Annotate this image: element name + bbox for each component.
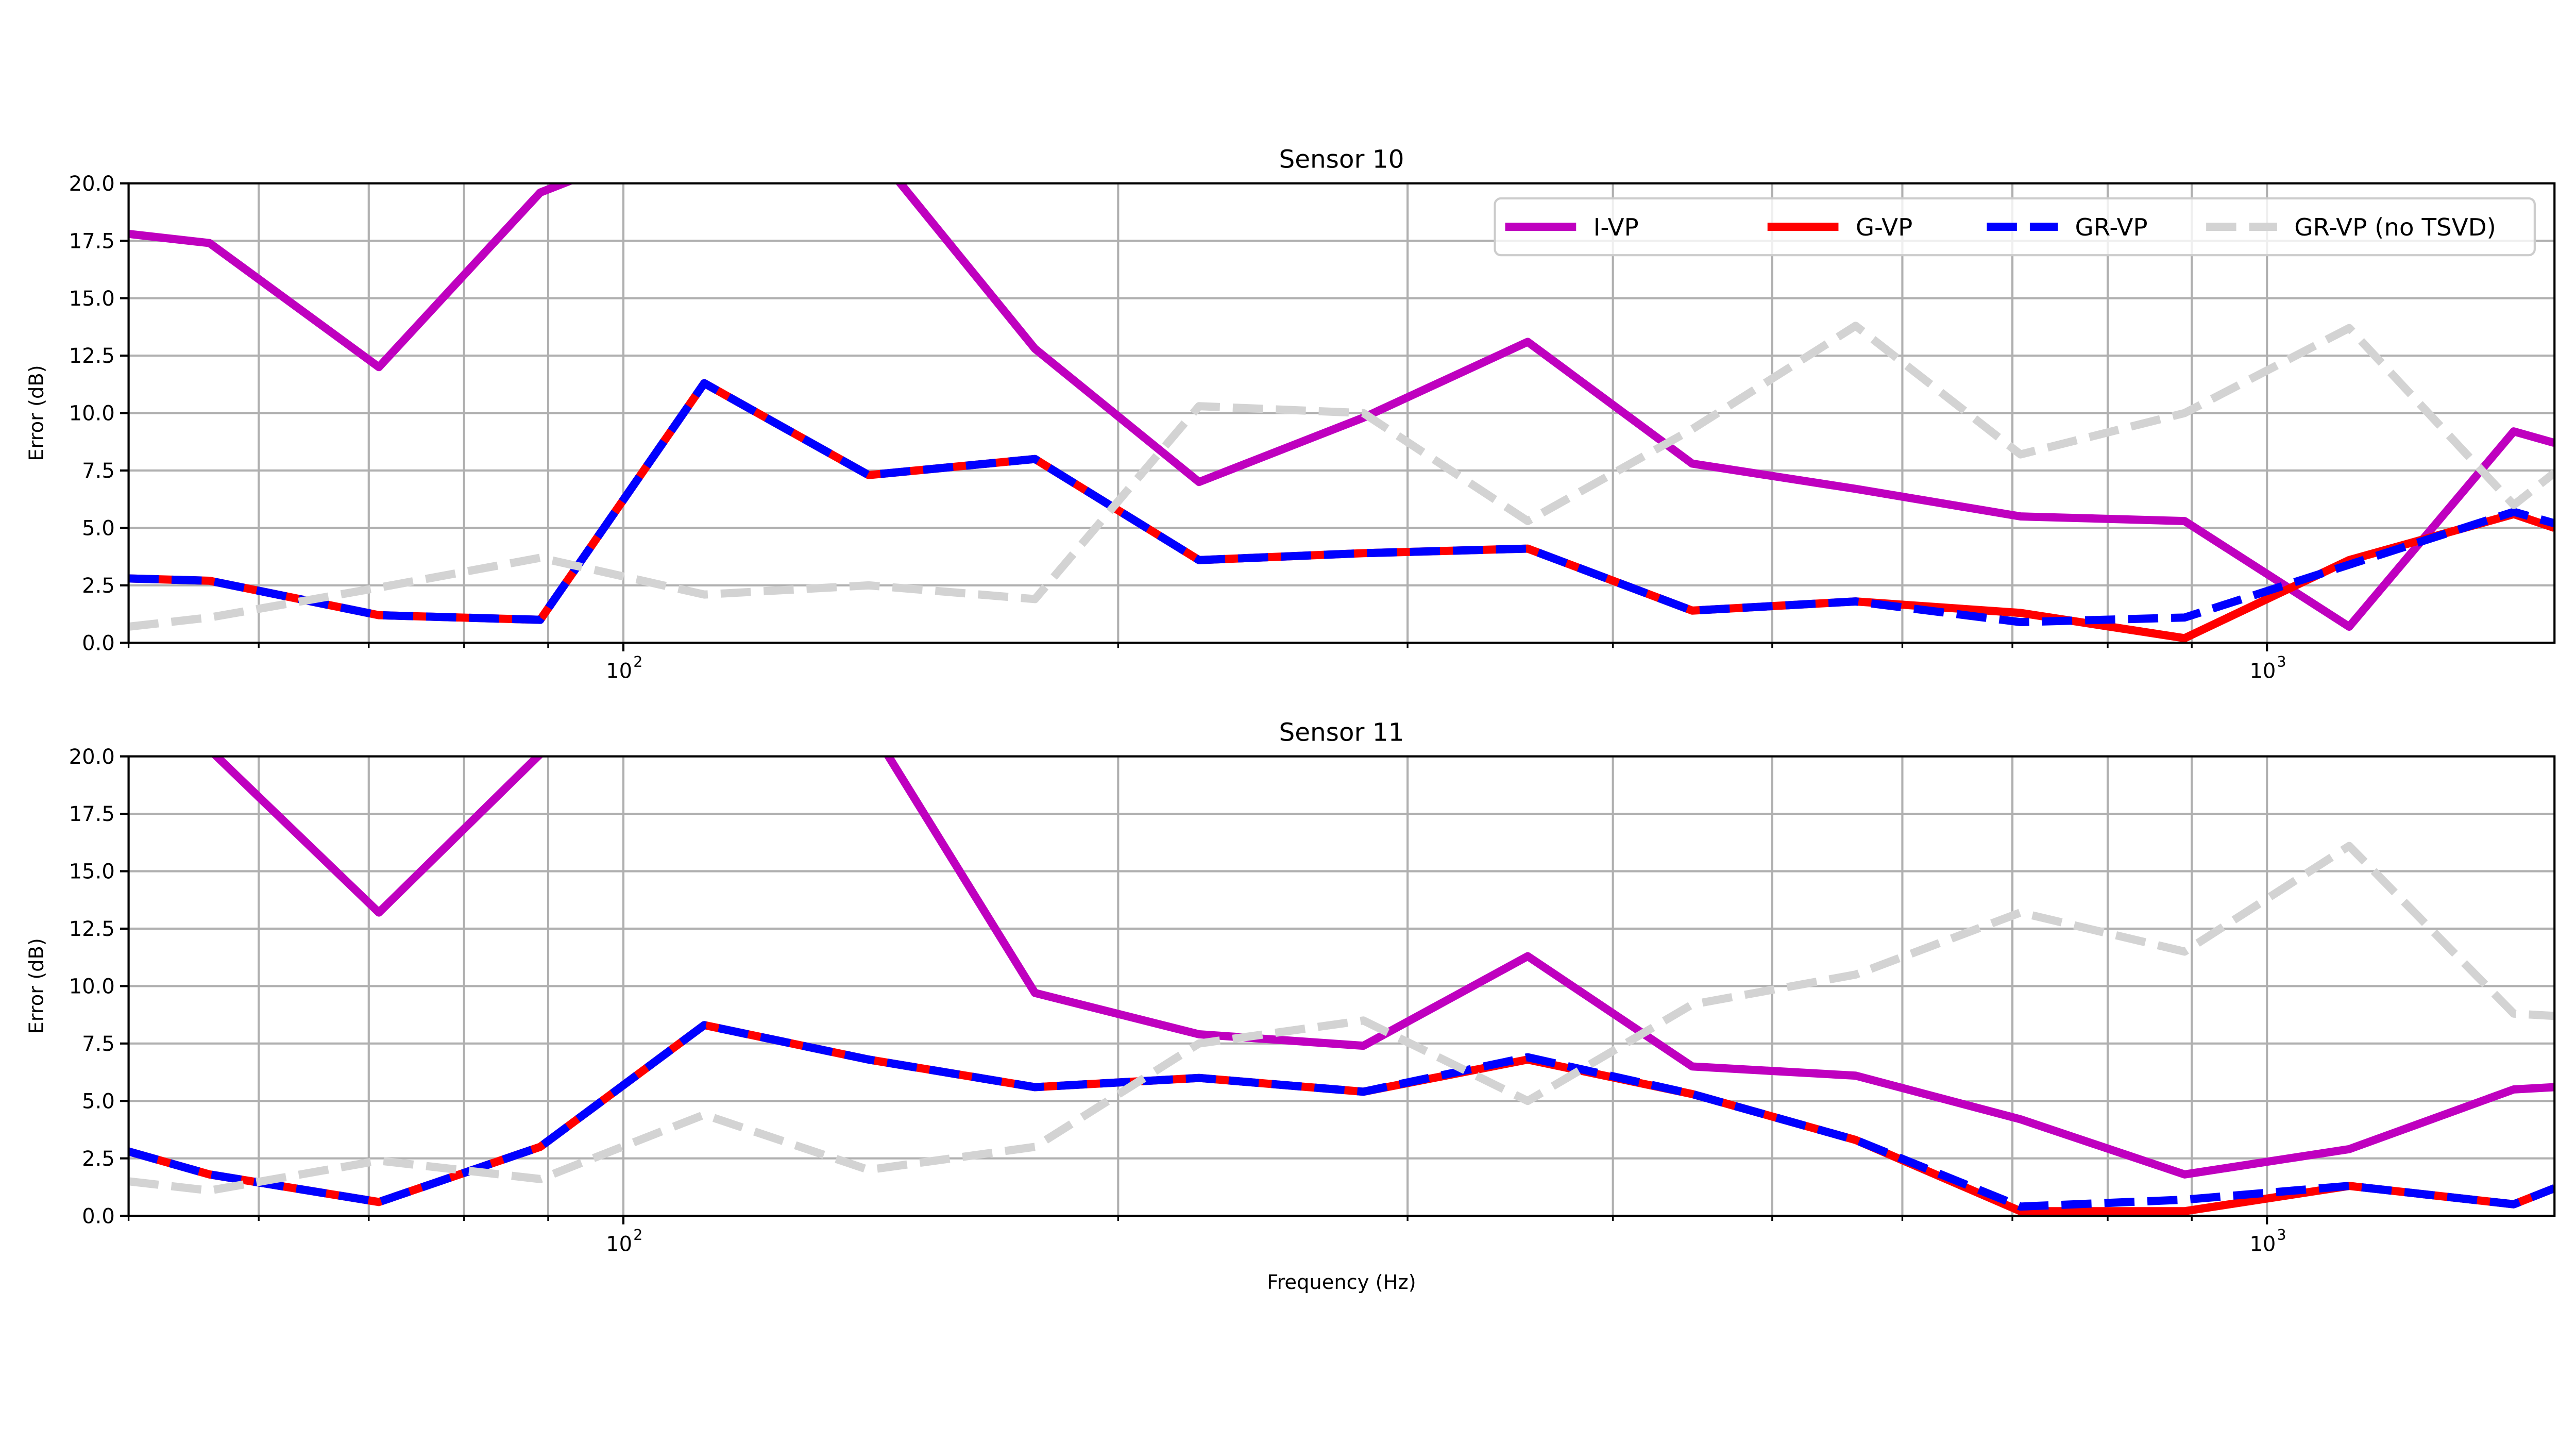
y-axis-label: Error (dB) — [25, 365, 48, 461]
y-tick-label: 12.5 — [69, 917, 115, 941]
x-tick-label: 10 — [2249, 660, 2276, 683]
series-group — [128, 756, 2555, 1216]
y-tick-label: 2.5 — [82, 1147, 115, 1171]
y-tick-label: 0.0 — [82, 1204, 115, 1228]
x-tick-label-exponent: 2 — [633, 653, 642, 670]
series-line-gr-vp — [128, 379, 2555, 627]
legend-label: G-VP — [1856, 214, 1913, 242]
x-tick-label-exponent: 3 — [2277, 1227, 2286, 1244]
y-tick-label: 5.0 — [82, 517, 115, 541]
y-tick-label: 7.5 — [82, 1032, 115, 1056]
legend-label: GR-VP — [2075, 214, 2148, 242]
series-line-g-vp — [128, 1021, 2555, 1216]
axes-frame — [127, 755, 2556, 1217]
y-tick-label: 17.5 — [69, 229, 115, 253]
y-tick-label: 15.0 — [69, 860, 115, 884]
x-tick-label-exponent: 3 — [2277, 653, 2286, 670]
y-axis-label: Error (dB) — [25, 938, 48, 1034]
legend: I-VP G-VP GR-VP GR-VP (no TSVD) — [1494, 197, 2536, 257]
y-tick-label: 10.0 — [69, 402, 115, 426]
y-tick-label: 10.0 — [69, 975, 115, 999]
legend-label: GR-VP (no TSVD) — [2294, 214, 2496, 242]
y-tick-label: 20.0 — [69, 745, 115, 769]
axes-0: 0.02.55.07.510.012.515.017.520.010 2 10 3Se… — [25, 145, 2556, 683]
series-line-g-vp — [128, 379, 2555, 643]
series-line-i-vp — [211, 756, 2555, 1179]
x-tick-label: 10 — [606, 660, 632, 683]
y-tick-label: 5.0 — [82, 1089, 115, 1113]
legend-label: I-VP — [1594, 214, 1639, 242]
y-tick-label: 7.5 — [82, 459, 115, 483]
x-tick-label: 10 — [606, 1233, 632, 1256]
axes-1: 0.02.55.07.510.012.515.017.520.010 2 10 3Se… — [25, 718, 2556, 1294]
y-tick-label: 17.5 — [69, 802, 115, 826]
series-line-gr-vp — [128, 1021, 2555, 1211]
x-axis-label: Frequency (Hz) — [1267, 1271, 1416, 1294]
y-tick-label: 12.5 — [69, 344, 115, 368]
chart-title: Sensor 10 — [1279, 145, 1404, 174]
series-group — [128, 183, 2555, 643]
y-tick-label: 0.0 — [82, 631, 115, 655]
chart-title: Sensor 11 — [1279, 718, 1404, 747]
y-tick-label: 20.0 — [69, 172, 115, 196]
y-tick-label: 2.5 — [82, 574, 115, 598]
x-tick-label-exponent: 2 — [633, 1227, 642, 1244]
series-line-gr-vp-no-tsvd- — [128, 322, 2555, 631]
series-line-gr-vp-no-tsvd- — [128, 842, 2555, 1195]
x-tick-label: 10 — [2249, 1233, 2276, 1256]
y-tick-label: 15.0 — [69, 287, 115, 311]
axes-frame — [127, 182, 2556, 644]
